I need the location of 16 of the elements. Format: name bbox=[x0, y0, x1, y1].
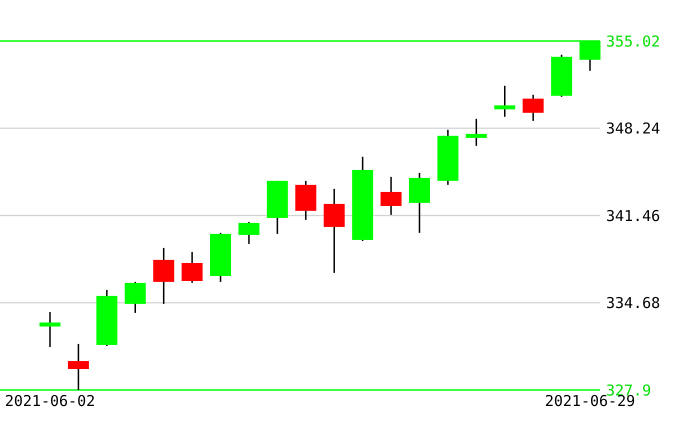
y-tick-label: 341.46 bbox=[606, 206, 660, 225]
candlestick bbox=[238, 221, 260, 245]
candlestick bbox=[324, 188, 345, 274]
candlestick bbox=[522, 94, 544, 122]
y-tick-label: 348.24 bbox=[606, 120, 660, 138]
y-tick-label: 334.68 bbox=[606, 294, 660, 312]
candlestick bbox=[380, 176, 402, 216]
candlestick bbox=[182, 251, 203, 284]
candlestick bbox=[40, 311, 60, 348]
candlestick bbox=[466, 118, 487, 147]
y-tick-label: 355.02 bbox=[606, 32, 660, 50]
candlestick bbox=[153, 247, 174, 305]
x-tick-label: 2021-06-02 bbox=[4, 392, 96, 410]
candlestick bbox=[494, 85, 516, 118]
candlestick bbox=[68, 343, 89, 391]
candlestick bbox=[124, 281, 146, 314]
